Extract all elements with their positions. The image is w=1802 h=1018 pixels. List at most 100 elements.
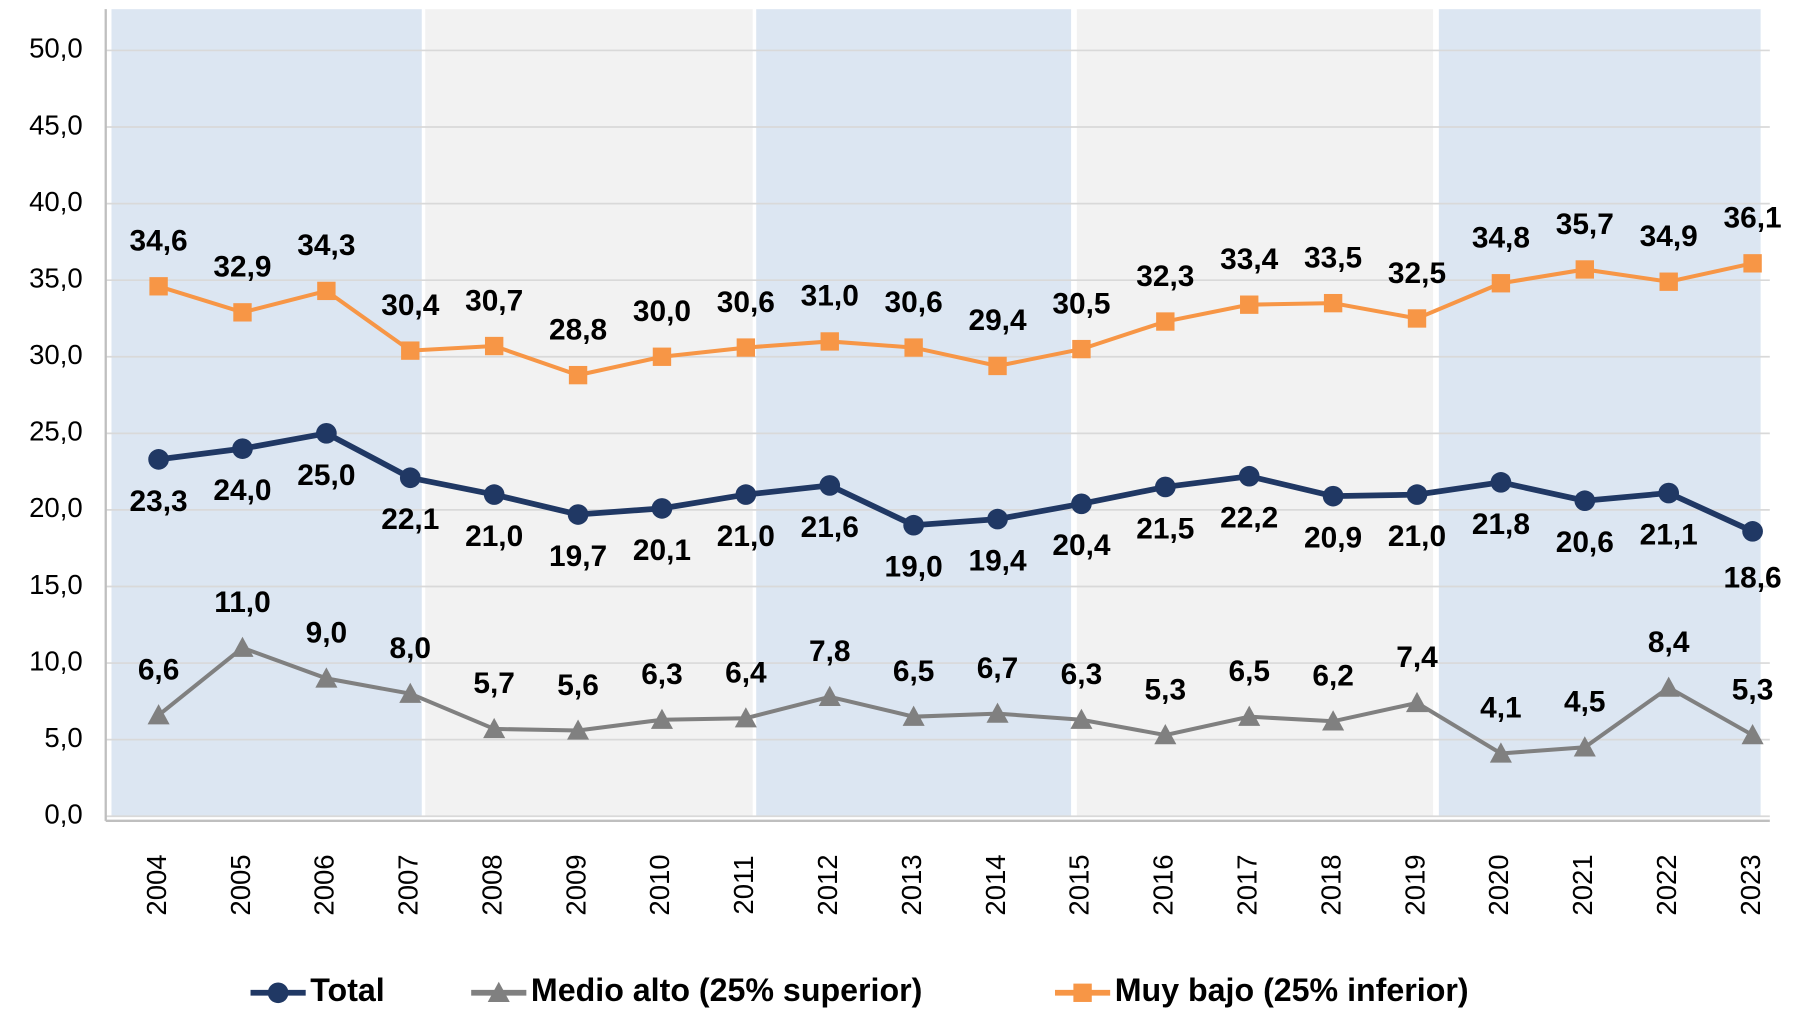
marker (1240, 295, 1259, 314)
data-label: 25,0 (297, 459, 355, 492)
data-label: 30,0 (633, 295, 691, 328)
data-label: 6,7 (977, 652, 1019, 685)
x-tick-label: 2012 (812, 854, 843, 915)
data-label: 21,0 (717, 520, 775, 553)
marker (232, 438, 253, 459)
marker (233, 303, 252, 322)
x-tick-label: 2022 (1651, 854, 1682, 915)
data-label: 35,7 (1556, 208, 1614, 241)
marker (1742, 521, 1763, 542)
data-label: 11,0 (214, 586, 270, 619)
marker (650, 708, 673, 729)
marker (483, 484, 505, 505)
data-label: 19,7 (549, 540, 607, 573)
data-label: 21,0 (465, 520, 523, 553)
marker (567, 719, 590, 740)
marker (484, 336, 504, 356)
legend-label: Medio alto (25% superior) (531, 972, 922, 1008)
x-tick-label: 2014 (980, 854, 1011, 915)
x-tick-label: 2009 (560, 854, 591, 915)
x-tick-label: 2021 (1567, 854, 1598, 915)
marker (401, 341, 420, 360)
marker (1659, 272, 1678, 291)
marker (1491, 274, 1511, 293)
series-line (157, 645, 1754, 756)
data-label: 5,6 (557, 669, 599, 702)
y-tick-label: 5,0 (44, 722, 82, 753)
data-label: 6,3 (641, 658, 683, 691)
marker (1323, 293, 1343, 313)
x-tick-label: 2020 (1483, 854, 1514, 915)
marker (1071, 493, 1092, 515)
data-label: 6,4 (725, 657, 767, 690)
data-label: 28,8 (549, 313, 607, 346)
marker (149, 277, 168, 296)
data-label: 34,6 (130, 225, 188, 258)
x-tick-label: 2006 (309, 854, 340, 915)
data-label: 19,0 (885, 551, 943, 584)
data-label: 4,5 (1564, 686, 1606, 719)
data-label: 6,5 (893, 655, 935, 688)
data-label: 20,9 (1304, 522, 1362, 555)
marker (1154, 724, 1177, 745)
legend-label: Total (310, 972, 384, 1008)
marker (734, 707, 757, 728)
marker (1657, 676, 1680, 697)
data-label: 23,3 (130, 485, 188, 518)
x-tick-label: 2019 (1399, 854, 1430, 915)
data-label: 6,5 (1228, 655, 1270, 688)
marker (1405, 691, 1429, 713)
data-label: 21,1 (1640, 519, 1698, 552)
marker (1322, 710, 1345, 731)
data-label: 6,3 (1061, 658, 1103, 691)
y-tick-label: 20,0 (29, 492, 83, 523)
data-label: 31,0 (801, 280, 859, 313)
marker (1154, 476, 1176, 498)
data-label: 22,1 (381, 503, 439, 536)
data-label: 9,0 (306, 617, 348, 650)
data-label: 4,1 (1480, 692, 1522, 725)
data-label: 33,5 (1304, 241, 1362, 274)
marker (1573, 736, 1596, 757)
data-label: 32,3 (1136, 260, 1194, 293)
marker (148, 449, 169, 470)
x-tick-label: 2015 (1064, 854, 1095, 915)
data-label: 36,1 (1724, 202, 1782, 235)
marker (820, 332, 839, 351)
marker (316, 423, 337, 444)
data-label: 19,4 (968, 545, 1027, 578)
x-tick-label: 2007 (393, 854, 424, 915)
y-tick-label: 50,0 (29, 33, 83, 64)
data-label: 32,5 (1388, 257, 1446, 290)
data-label: 8,4 (1648, 626, 1690, 659)
y-tick-label: 15,0 (29, 569, 83, 600)
marker (1406, 484, 1428, 505)
x-tick-label: 2004 (141, 854, 172, 915)
marker (1490, 472, 1512, 493)
x-tick-label: 2023 (1735, 854, 1766, 915)
x-tick-label: 2008 (476, 854, 507, 915)
marker (1073, 983, 1092, 1002)
marker (568, 365, 588, 385)
data-label: 6,2 (1312, 660, 1354, 693)
y-tick-label: 30,0 (29, 339, 83, 370)
data-label: 33,4 (1220, 243, 1279, 276)
series-line (157, 261, 1754, 378)
data-label: 20,1 (633, 534, 691, 567)
marker (1574, 490, 1596, 512)
marker (652, 347, 672, 366)
data-label: 32,9 (213, 251, 271, 284)
data-label: 24,0 (213, 474, 271, 507)
marker (399, 467, 421, 489)
marker (483, 717, 506, 739)
data-label: 6,6 (138, 653, 180, 686)
y-tick-label: 10,0 (29, 645, 83, 676)
data-label: 21,0 (1388, 520, 1446, 553)
marker (1575, 260, 1594, 279)
marker (735, 484, 757, 505)
x-tick-label: 2017 (1231, 854, 1262, 915)
marker (1156, 312, 1175, 331)
data-label: 20,4 (1052, 529, 1111, 562)
data-label: 29,4 (968, 304, 1027, 337)
y-tick-label: 45,0 (29, 109, 83, 140)
